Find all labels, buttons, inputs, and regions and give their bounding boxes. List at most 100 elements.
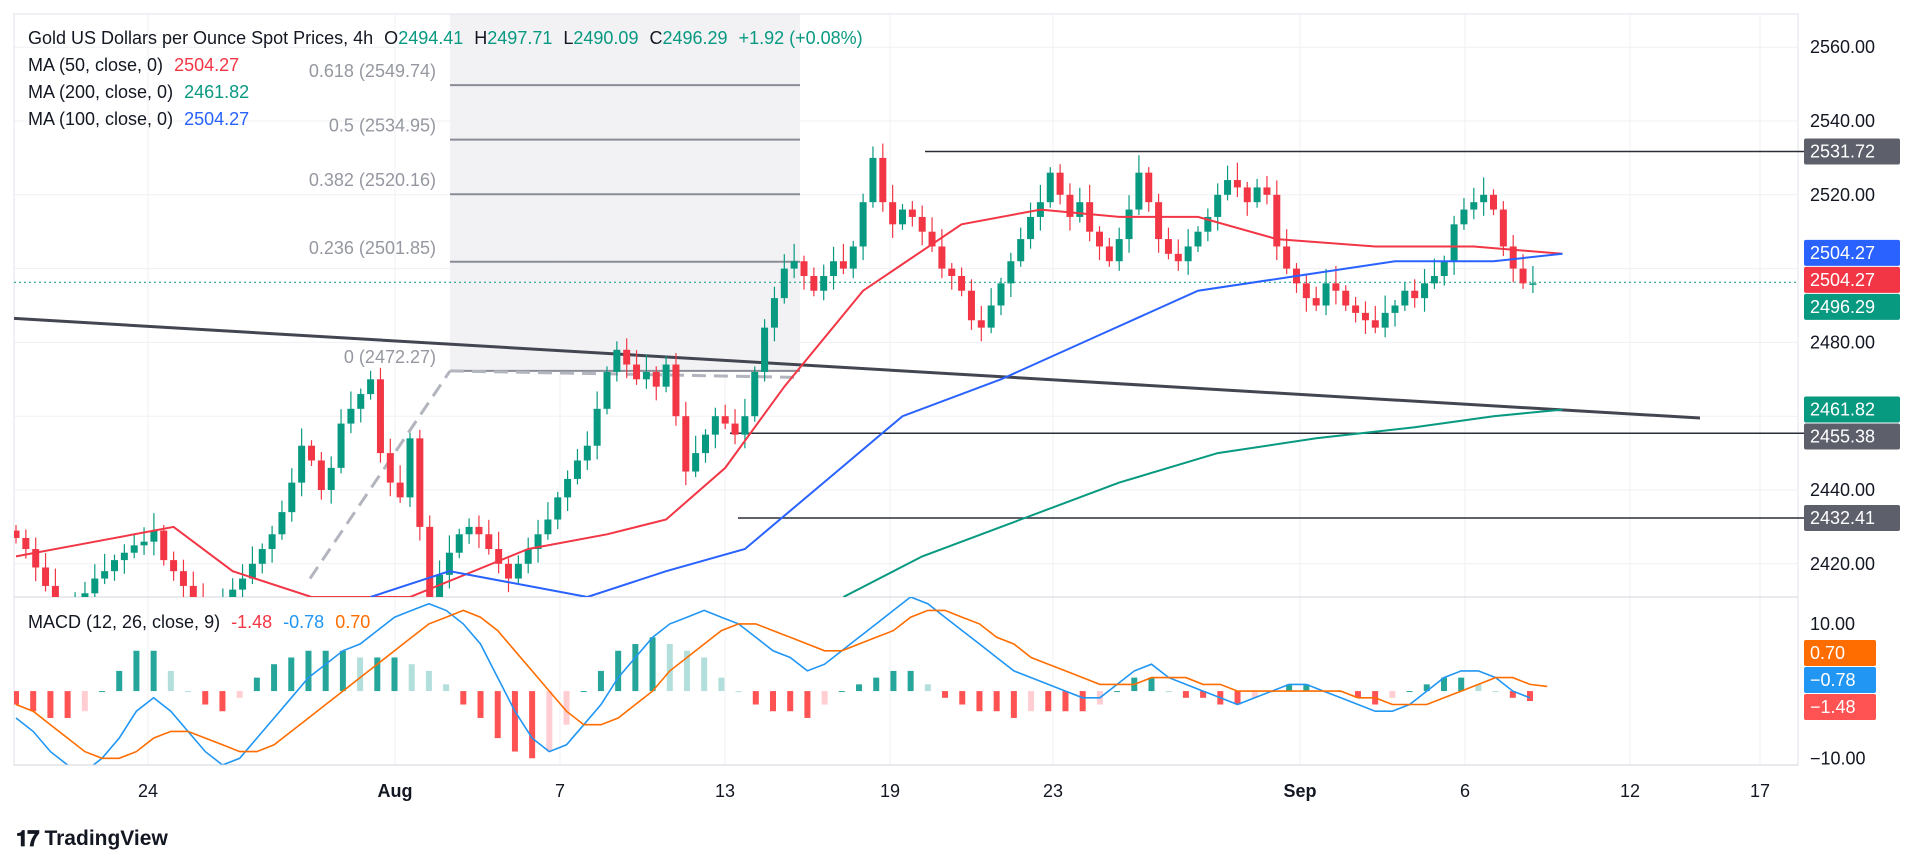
- candle-body: [770, 298, 778, 328]
- macd-tag: [1804, 694, 1876, 720]
- candle-body: [219, 597, 226, 604]
- candle-body: [977, 320, 985, 328]
- candle-body: [22, 537, 30, 550]
- time-axis-label: Aug: [378, 781, 413, 801]
- macd-histogram-bar: [838, 691, 845, 693]
- candle-body: [1352, 305, 1360, 313]
- macd-histogram-bar: [649, 637, 656, 692]
- ma100-legend[interactable]: MA (100, close, 0) 2504.27: [28, 109, 255, 130]
- candle-body: [1007, 261, 1015, 284]
- candle-body: [662, 364, 670, 387]
- candle-body: [1076, 202, 1084, 217]
- candle-body: [455, 534, 463, 553]
- candle-body: [711, 416, 719, 435]
- candle-body: [140, 541, 148, 546]
- candle-body: [642, 371, 650, 380]
- candle-body: [534, 534, 542, 550]
- ohlc-close: C2496.29: [649, 28, 728, 48]
- candle-body: [672, 364, 680, 417]
- macd-histogram-bar: [1182, 691, 1189, 698]
- candle-body: [317, 460, 325, 490]
- tradingview-logo-icon: 𝟏𝟕: [16, 826, 39, 851]
- candle-body: [278, 512, 286, 535]
- time-axis-label: Sep: [1283, 781, 1316, 801]
- ohlc-low: L2490.09: [563, 28, 639, 48]
- macd-hist-value: -1.48: [231, 612, 273, 632]
- moving-average-line: [15, 208, 1563, 597]
- candle-body: [1056, 172, 1064, 195]
- macd-tag-label: 0.70: [1810, 643, 1845, 663]
- candle-body: [1155, 202, 1163, 240]
- candle-body: [1401, 290, 1409, 306]
- time-axis-label: 19: [880, 781, 900, 801]
- tradingview-logo[interactable]: 𝟏𝟕 TradingView: [16, 826, 168, 852]
- candle-body: [130, 545, 138, 553]
- macd-histogram-bar: [907, 670, 914, 692]
- candle-body: [918, 216, 926, 232]
- candle-body: [1322, 283, 1330, 306]
- candle-body: [544, 519, 552, 535]
- candle-body: [347, 408, 355, 424]
- trendline: [13, 316, 1701, 420]
- candle-body: [928, 231, 936, 247]
- candle-body: [1273, 194, 1281, 247]
- macd-legend[interactable]: MACD (12, 26, close, 9) -1.48 -0.78 0.70: [28, 612, 376, 633]
- time-axis-label: 23: [1043, 781, 1063, 801]
- macd-histogram-bar: [580, 691, 587, 693]
- macd-histogram-bar: [821, 691, 828, 705]
- macd-histogram-bar: [1527, 691, 1533, 702]
- price-axis-label: 2440.00: [1810, 480, 1875, 500]
- candle-body: [42, 567, 50, 586]
- price-tag-label: 2455.38: [1810, 426, 1875, 446]
- candle-body: [298, 445, 306, 483]
- candle-body: [426, 526, 434, 597]
- macd-histogram-bar: [1114, 691, 1121, 693]
- macd-histogram-bar: [391, 657, 398, 692]
- macd-histogram-bar: [1423, 684, 1430, 692]
- ma200-legend[interactable]: MA (200, close, 0) 2461.82: [28, 82, 255, 103]
- candle-body: [200, 601, 207, 608]
- ma50-legend[interactable]: MA (50, close, 0) 2504.27: [28, 55, 245, 76]
- candle-body: [1145, 172, 1153, 203]
- candle-body: [1086, 202, 1094, 232]
- candle-body: [485, 534, 493, 550]
- price-axis-label: 2420.00: [1810, 554, 1875, 574]
- candle-body: [1066, 194, 1074, 217]
- fib-level-label: 0.5 (2534.95): [329, 116, 436, 136]
- candle-body: [1046, 172, 1054, 203]
- candle-body: [1430, 275, 1438, 284]
- candle-body: [938, 246, 946, 269]
- macd-histogram-bar: [1045, 691, 1052, 712]
- macd-histogram-bar: [856, 684, 863, 692]
- candle-body: [731, 423, 739, 435]
- candle-body: [780, 268, 788, 299]
- candle-body: [120, 552, 128, 561]
- candle-body: [268, 534, 276, 550]
- candle-body: [386, 453, 394, 483]
- candle-body: [1312, 298, 1320, 306]
- candle-body: [1214, 194, 1222, 217]
- macd-histogram-bar: [322, 650, 329, 692]
- price-tag-label: 2496.29: [1810, 297, 1875, 317]
- macd-histogram-bar: [14, 691, 19, 705]
- macd-histogram-bar: [253, 677, 260, 692]
- time-axis-label: 13: [715, 781, 735, 801]
- ma100-label: MA (100, close, 0): [28, 109, 174, 129]
- candle-body: [859, 202, 867, 247]
- macd-histogram-bar: [81, 691, 88, 712]
- price-tag-label: 2504.27: [1810, 243, 1875, 263]
- macd-histogram-bar: [150, 650, 157, 692]
- candle-body: [1174, 253, 1182, 262]
- brand-name: TradingView: [44, 827, 168, 850]
- macd-histogram-bar: [1354, 691, 1361, 698]
- candle-body: [1480, 194, 1488, 203]
- macd-histogram-bar: [683, 650, 690, 692]
- macd-histogram-bar: [597, 670, 604, 692]
- macd-histogram-bar: [1509, 691, 1516, 698]
- macd-histogram-bar: [47, 691, 54, 718]
- candle-body: [613, 349, 621, 372]
- fib-level-label: 0.236 (2501.85): [309, 238, 436, 258]
- macd-histogram-bar: [1458, 677, 1465, 692]
- macd-histogram-bar: [271, 664, 278, 692]
